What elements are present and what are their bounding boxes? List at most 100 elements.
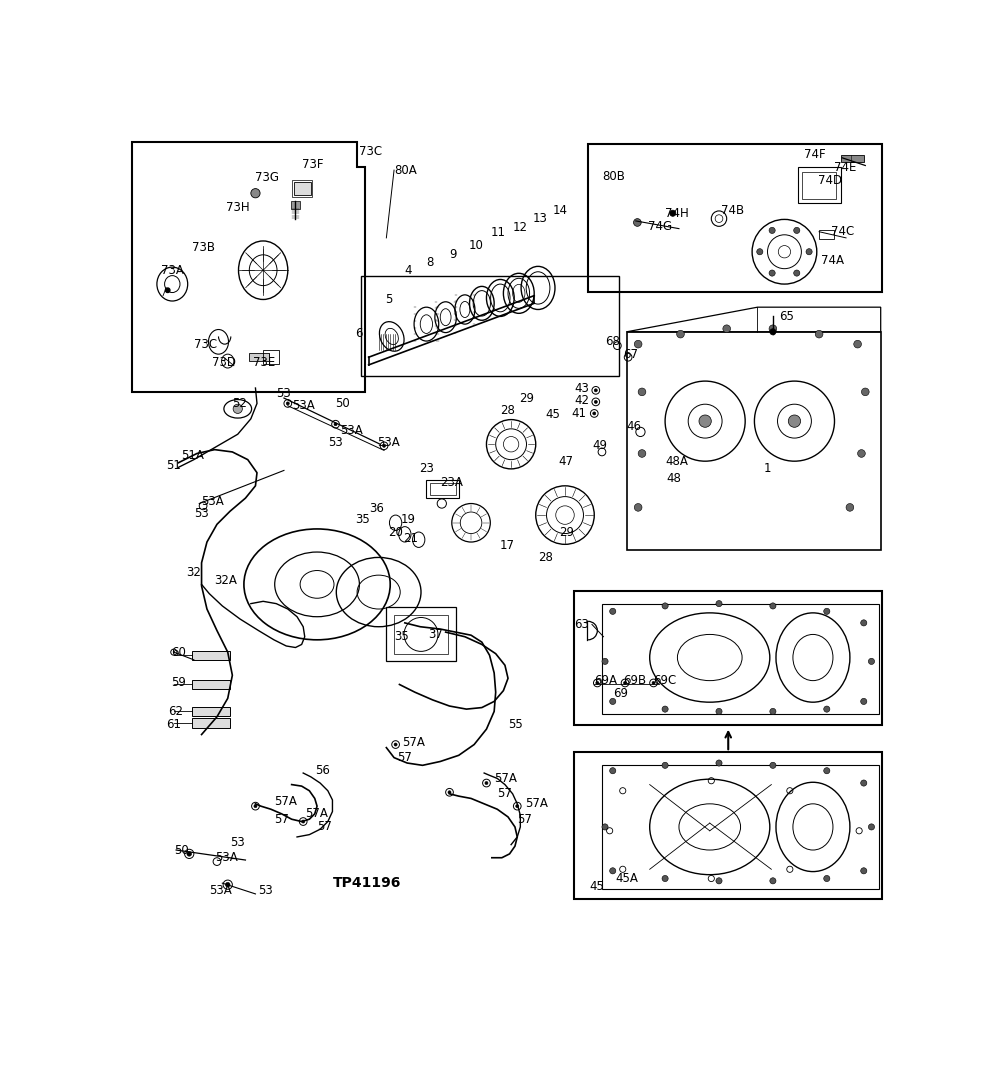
Circle shape [824, 706, 830, 712]
Text: 8: 8 [426, 256, 434, 269]
Text: 73C: 73C [359, 145, 382, 158]
Circle shape [824, 767, 830, 774]
Circle shape [824, 608, 830, 615]
Bar [426, 479, 459, 499]
Circle shape [225, 882, 230, 887]
Circle shape [860, 867, 866, 874]
Circle shape [806, 248, 812, 255]
Circle shape [286, 402, 290, 405]
Text: 73G: 73G [255, 171, 280, 184]
Circle shape [815, 331, 823, 338]
Text: 61: 61 [166, 718, 181, 731]
Text: 23: 23 [418, 463, 433, 476]
Bar [387, 607, 456, 661]
Circle shape [757, 248, 763, 255]
Text: 53A: 53A [340, 424, 363, 437]
Text: 28: 28 [500, 404, 515, 417]
Circle shape [868, 658, 874, 664]
Circle shape [595, 682, 599, 684]
Bar [819, 230, 835, 240]
Text: 12: 12 [512, 221, 528, 233]
Circle shape [662, 603, 669, 609]
Text: 57A: 57A [402, 736, 424, 749]
Text: 74E: 74E [835, 160, 856, 173]
Text: 23A: 23A [440, 476, 463, 489]
Circle shape [769, 603, 776, 609]
Bar [192, 680, 230, 689]
Circle shape [485, 782, 488, 785]
Text: 9: 9 [449, 248, 457, 261]
Bar [291, 201, 300, 208]
Text: 53A: 53A [202, 494, 225, 507]
Circle shape [670, 210, 675, 217]
Circle shape [634, 219, 641, 227]
Bar [294, 182, 311, 195]
Text: 32: 32 [186, 566, 201, 579]
Text: 73D: 73D [213, 357, 236, 370]
Text: 73A: 73A [161, 263, 184, 276]
Text: 73F: 73F [302, 158, 323, 171]
Text: 74B: 74B [721, 205, 744, 218]
Text: 74C: 74C [832, 225, 854, 238]
Text: 5: 5 [385, 293, 393, 306]
Text: 48: 48 [667, 472, 681, 485]
Text: 4: 4 [405, 263, 412, 276]
Text: 53A: 53A [377, 436, 400, 449]
Circle shape [652, 682, 655, 684]
Circle shape [662, 706, 669, 712]
Text: 80A: 80A [394, 164, 416, 177]
Bar [263, 350, 279, 364]
Circle shape [251, 189, 260, 198]
Circle shape [769, 708, 776, 714]
Bar [394, 616, 448, 654]
Text: 53: 53 [258, 885, 273, 898]
Text: 57A: 57A [305, 808, 327, 821]
Bar [192, 707, 230, 717]
Circle shape [860, 780, 866, 786]
Circle shape [609, 698, 616, 705]
Circle shape [515, 804, 519, 808]
Circle shape [860, 620, 866, 625]
Circle shape [638, 388, 646, 396]
Text: 53A: 53A [292, 399, 315, 412]
Text: 57: 57 [497, 787, 512, 800]
Bar [575, 752, 882, 899]
Text: 14: 14 [553, 205, 568, 218]
Text: 73E: 73E [253, 357, 275, 370]
Text: 62: 62 [168, 705, 183, 718]
Circle shape [602, 824, 608, 830]
Text: 73B: 73B [192, 241, 215, 254]
Text: 63: 63 [575, 618, 589, 631]
Text: 28: 28 [538, 551, 553, 564]
Bar [602, 765, 879, 889]
Text: 73C: 73C [194, 337, 217, 350]
Text: 1: 1 [764, 463, 771, 476]
Circle shape [716, 708, 722, 714]
Circle shape [602, 658, 608, 664]
Circle shape [769, 325, 776, 333]
Text: 42: 42 [575, 393, 589, 406]
Text: 53A: 53A [215, 851, 237, 864]
Circle shape [254, 804, 257, 808]
Circle shape [334, 423, 337, 426]
Text: 57: 57 [398, 751, 412, 764]
Circle shape [623, 682, 627, 684]
Text: 60: 60 [171, 646, 186, 659]
Circle shape [592, 412, 595, 415]
Circle shape [769, 878, 776, 883]
Text: 53: 53 [194, 507, 209, 520]
Text: 19: 19 [401, 513, 415, 526]
Circle shape [662, 762, 669, 769]
Text: 21: 21 [404, 531, 418, 544]
Circle shape [699, 415, 711, 427]
Text: 69: 69 [613, 687, 628, 700]
Text: 45: 45 [546, 409, 561, 422]
Text: 37: 37 [428, 628, 443, 641]
Circle shape [594, 389, 597, 392]
Text: 53A: 53A [210, 885, 232, 898]
Text: 47: 47 [559, 454, 574, 467]
Circle shape [448, 790, 451, 793]
Text: 20: 20 [388, 526, 403, 539]
Circle shape [861, 388, 869, 396]
Circle shape [676, 331, 684, 338]
